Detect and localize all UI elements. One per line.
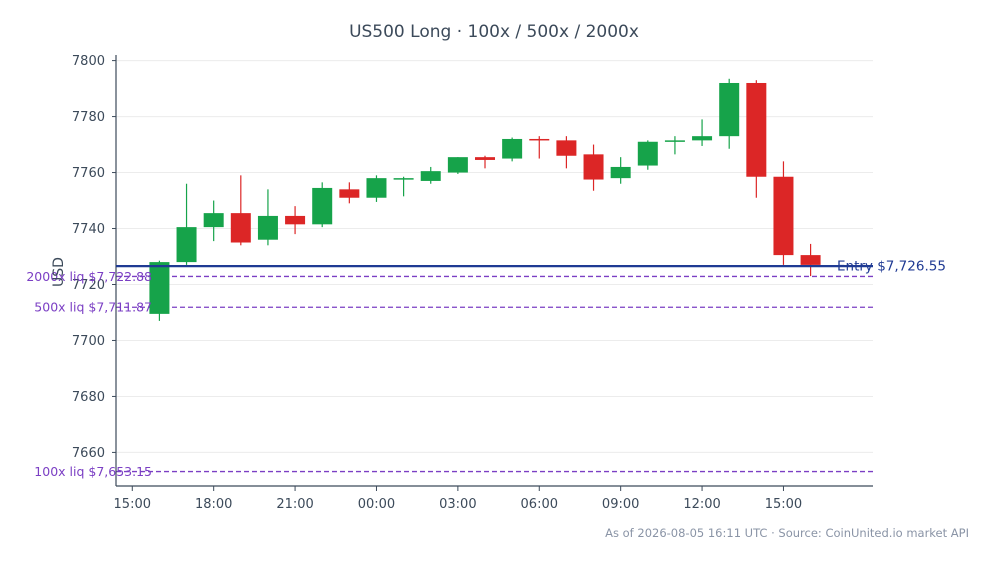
y-tick-label: 7720 (72, 278, 105, 293)
x-tick-label: 18:00 (195, 497, 232, 512)
candle-body (366, 178, 387, 198)
x-tick-label: 15:00 (765, 497, 802, 512)
price-levels (116, 275, 873, 473)
candle-body (285, 215, 306, 225)
footer-source-note: As of 2026-08-05 16:11 UTC · Source: Coi… (605, 526, 969, 540)
candle-body (230, 213, 251, 243)
x-tick-label: 12:00 (683, 497, 720, 512)
candle-body (556, 140, 577, 156)
price-level-labels: 2000x liq $7,722.88 500x liq $7,711.87 100… (26, 259, 946, 479)
x-tick-label: 03:00 (439, 497, 476, 512)
candle-body (773, 176, 794, 256)
liquidation-label: 2000x liq $7,722.88 (26, 269, 152, 284)
candle-body (800, 255, 821, 265)
x-tick-label: 06:00 (521, 497, 558, 512)
candle-body (529, 138, 550, 141)
y-tick-label: 7760 (72, 166, 105, 181)
y-tick-label: 7780 (72, 110, 105, 125)
candle-body (692, 136, 713, 141)
x-tick-label: 15:00 (114, 497, 151, 512)
candle-body (176, 227, 197, 263)
entry-label: Entry $7,726.55 (837, 259, 946, 275)
y-tick-label: 7700 (72, 334, 105, 349)
candle-body (719, 82, 740, 137)
candle-body (746, 82, 767, 177)
candle-body (339, 189, 360, 198)
candle-body (257, 215, 278, 240)
candles (149, 78, 821, 321)
candle-body (583, 154, 604, 180)
y-tick-labels: 7660 7680 7700 7720 7740 7760 7780 7800 (72, 54, 105, 461)
candle-body (393, 178, 414, 180)
y-tick-label: 7680 (72, 390, 105, 405)
candle-body (664, 140, 685, 142)
x-tick-label: 00:00 (358, 497, 395, 512)
axes (112, 55, 873, 491)
liquidation-label: 100x liq $7,653.15 (34, 464, 152, 479)
chart-title: US500 Long · 100x / 500x / 2000x (349, 22, 639, 42)
x-tick-label: 21:00 (276, 497, 313, 512)
candle-body (502, 138, 523, 159)
candle-body (475, 157, 496, 160)
y-axis-label: USD (51, 257, 67, 287)
y-tick-label: 7740 (72, 222, 105, 237)
candle-body (420, 171, 441, 181)
candle-body (610, 166, 631, 179)
candle-body (447, 157, 468, 173)
liquidation-label: 500x liq $7,711.87 (34, 300, 152, 315)
candle-body (637, 141, 658, 166)
y-tick-label: 7800 (72, 54, 105, 69)
candle-body (149, 262, 170, 314)
x-tick-labels: 15:00 18:00 21:00 00:00 03:00 06:00 09:00 12:00… (114, 497, 803, 512)
y-tick-label: 7660 (72, 446, 105, 461)
x-tick-label: 09:00 (602, 497, 639, 512)
candle-body (203, 213, 224, 228)
candle-body (312, 187, 333, 225)
